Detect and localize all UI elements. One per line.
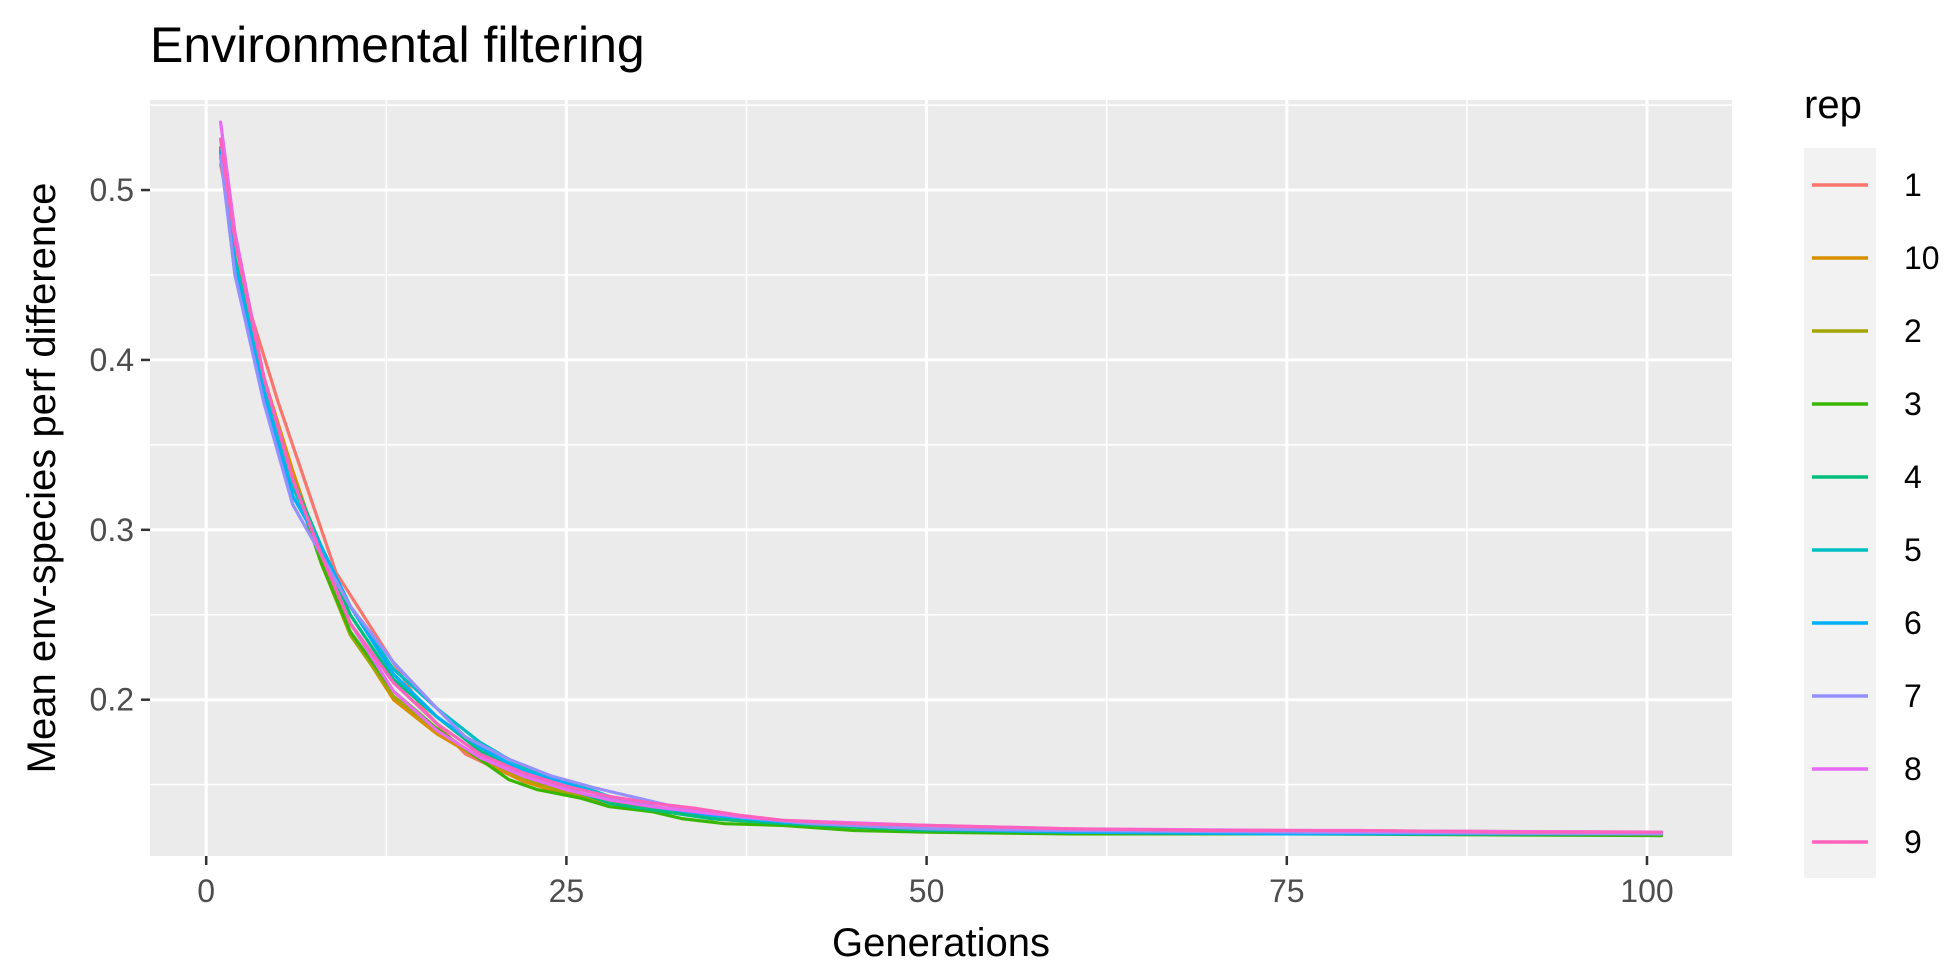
legend-label: 2 — [1904, 313, 1922, 349]
legend-label: 8 — [1904, 751, 1922, 787]
x-tick-label: 100 — [1620, 873, 1673, 909]
legend-label: 3 — [1904, 386, 1922, 422]
series-line-rep-9 — [219, 137, 1664, 834]
legend-label: 6 — [1904, 605, 1922, 641]
legend-label: 10 — [1904, 240, 1940, 276]
y-axis-ticks: 0.2 0.3 0.4 0.5 — [90, 172, 150, 718]
x-tick-label: 75 — [1269, 873, 1305, 909]
legend-key-background — [1804, 148, 1876, 878]
series-line-rep-7 — [219, 154, 1664, 836]
legend-label: 9 — [1904, 824, 1922, 860]
x-tick-label: 0 — [197, 873, 215, 909]
x-axis-title: Generations — [832, 921, 1050, 965]
legend: rep 1 10 2 3 4 5 6 7 8 9 — [1804, 83, 1940, 878]
y-tick-label: 0.2 — [90, 682, 134, 718]
plot-panel — [150, 100, 1732, 856]
y-tick-label: 0.3 — [90, 512, 134, 548]
legend-label: 7 — [1904, 678, 1922, 714]
y-tick-label: 0.5 — [90, 172, 134, 208]
x-axis-ticks: 0 25 50 75 100 — [197, 856, 1674, 909]
x-tick-label: 50 — [909, 873, 945, 909]
legend-label: 4 — [1904, 459, 1922, 495]
major-gridlines — [150, 100, 1732, 856]
chart-title: Environmental filtering — [150, 17, 645, 73]
y-tick-label: 0.4 — [90, 342, 134, 378]
minor-gridlines — [150, 100, 1732, 856]
y-axis-title: Mean env-species perf difference — [20, 183, 64, 774]
legend-label: 1 — [1904, 167, 1922, 203]
x-tick-label: 25 — [549, 873, 585, 909]
series-lines — [219, 120, 1664, 838]
legend-title: rep — [1804, 83, 1862, 127]
legend-label: 5 — [1904, 532, 1922, 568]
